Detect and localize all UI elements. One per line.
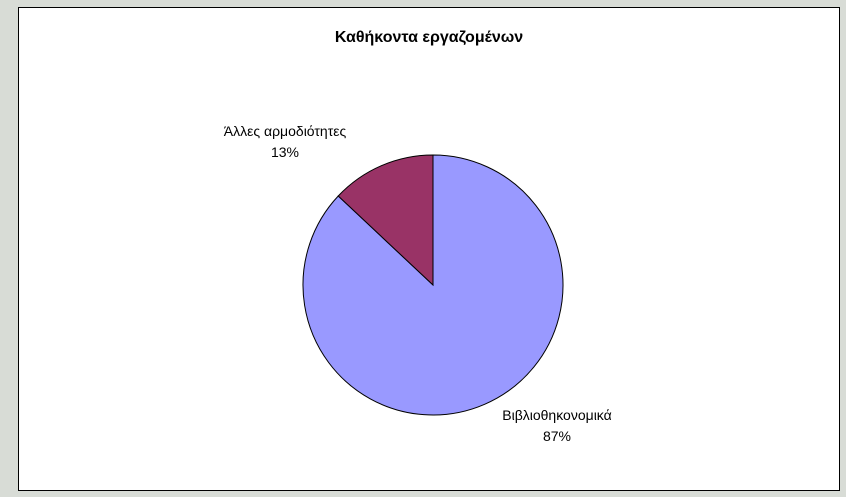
slice-label-category-1: Βιβλιοθηκονομικά [502, 407, 611, 423]
slice-label-percent-1: 87% [543, 428, 571, 444]
slice-label-category-2: Άλλες αρμοδιότητες [224, 123, 347, 139]
pie-slice-2 [337, 154, 434, 287]
chart-area: Καθήκοντα εργαζομένων Βιβλιοθηκονομικά 87… [18, 7, 840, 491]
chart-title: Καθήκοντα εργαζομένων [334, 29, 524, 46]
slice-label-percent-2: 13% [271, 144, 299, 160]
pie-chart: Βιβλιοθηκονομικά 87% Άλλες αρμοδιότητες 13% [224, 123, 612, 444]
